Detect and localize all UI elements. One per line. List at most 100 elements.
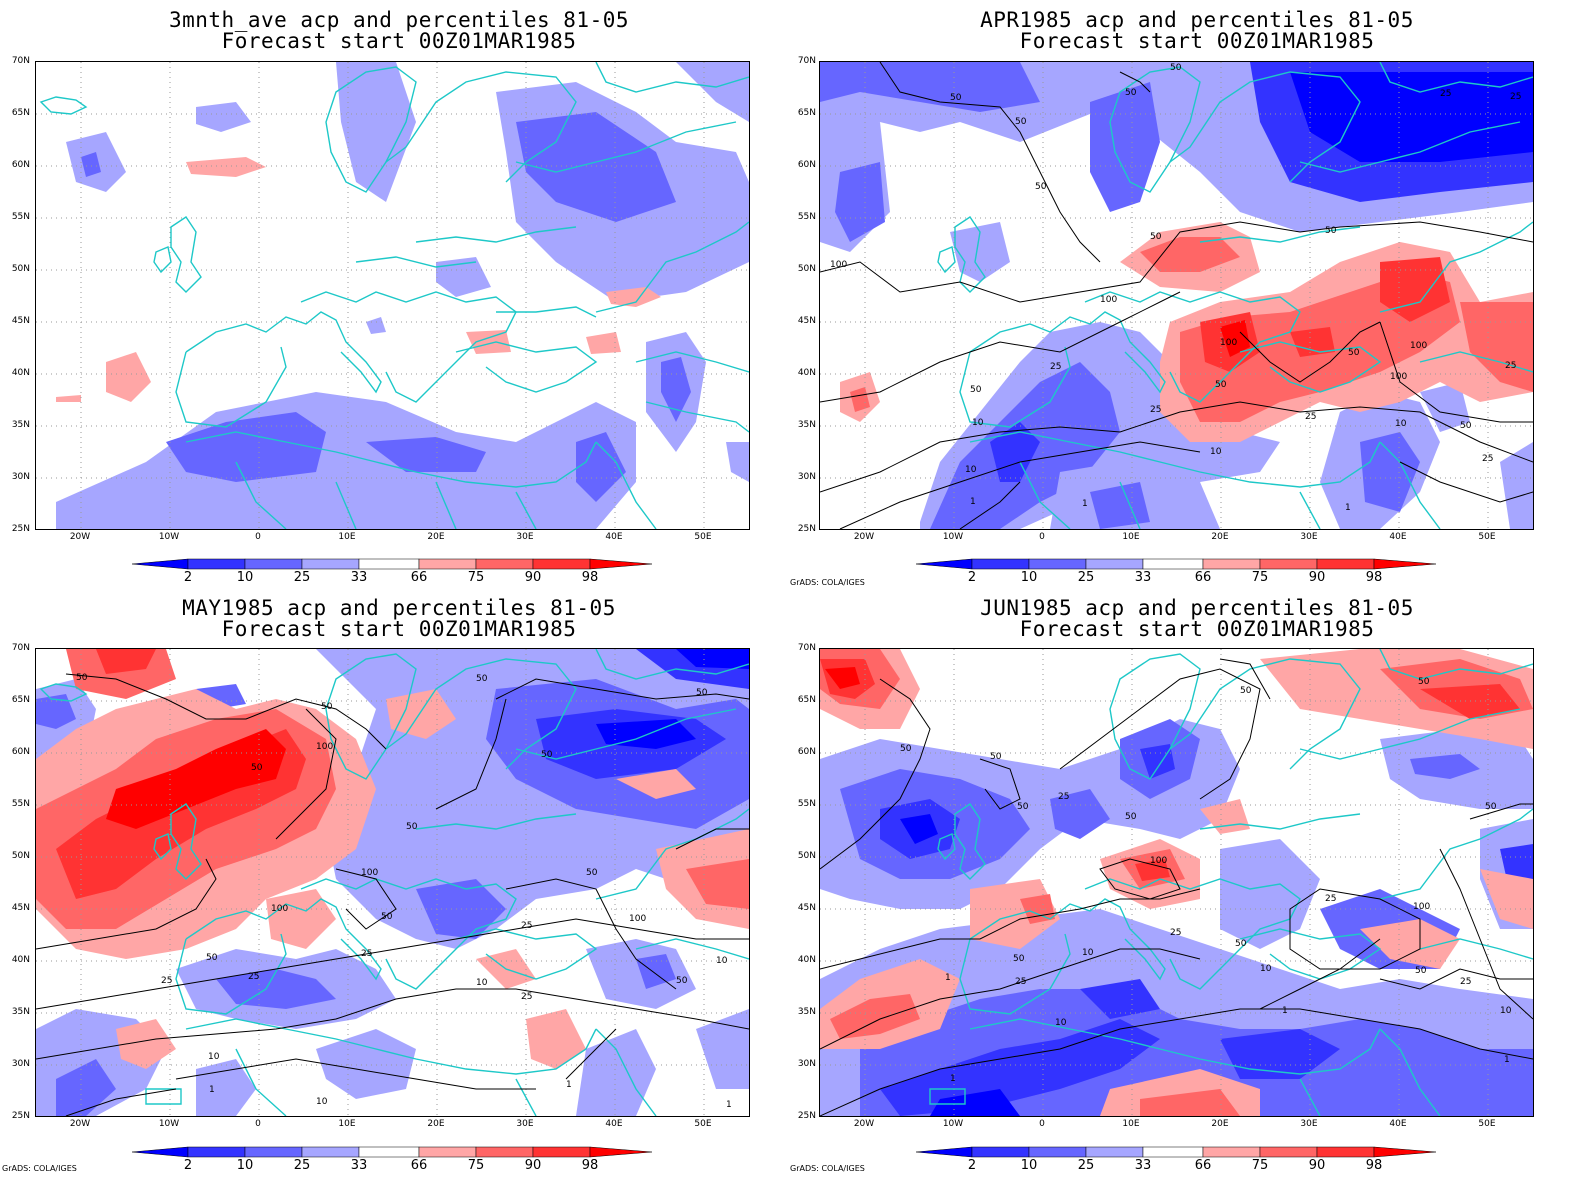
lat-label: 35N xyxy=(797,1007,816,1017)
contour-label: 50 xyxy=(476,674,488,684)
contour-label: 50 xyxy=(1460,421,1472,431)
lat-label: 25N xyxy=(797,524,816,534)
colorbar-label: 33 xyxy=(1134,1158,1152,1173)
contour-label: 100 xyxy=(1413,902,1430,912)
contour-label: 1 xyxy=(970,497,976,507)
lat-label: 30N xyxy=(797,472,816,482)
colorbar-label: 98 xyxy=(1365,1158,1383,1173)
colorbar-label: 25 xyxy=(1077,1158,1095,1173)
percentile-contours xyxy=(820,62,1533,529)
contour-label: 50 xyxy=(1015,117,1027,127)
lat-label: 60N xyxy=(797,747,816,757)
contour-labels: 50 50 100 50 50 50 50 100 50 100 50 25 1… xyxy=(76,673,732,1110)
contour-label: 10 xyxy=(965,465,977,475)
colorbar-label: 75 xyxy=(467,1158,485,1173)
lat-label: 55N xyxy=(11,212,30,222)
lat-label: 30N xyxy=(11,1059,30,1069)
contour-label: 50 xyxy=(990,752,1002,762)
contour-label: 50 xyxy=(1125,812,1137,822)
lon-label: 40E xyxy=(605,1119,623,1129)
lon-label: 20W xyxy=(69,532,91,542)
lat-label: 50N xyxy=(11,264,30,274)
contour-labels: 50 50 50 25 25 50 50 100 50 50 100 100 5… xyxy=(830,63,1521,513)
contour-label: 10 xyxy=(1500,1006,1512,1016)
contour-label: 1 xyxy=(945,973,951,983)
colorbar-label: 98 xyxy=(1365,570,1383,585)
lon-label: 20E xyxy=(427,532,445,542)
contour-label: 50 xyxy=(1125,88,1137,98)
contour-label: 10 xyxy=(716,956,728,966)
above-normal-fills xyxy=(36,649,749,1069)
contour-label: 1 xyxy=(209,1085,215,1095)
contour-label: 100 xyxy=(361,868,378,878)
lon-label: 10W xyxy=(942,532,964,542)
contour-label: 50 xyxy=(76,673,88,683)
contour-label: 50 xyxy=(251,763,263,773)
colorbar-label: 33 xyxy=(350,1158,368,1173)
lon-label: 40E xyxy=(1389,1119,1407,1129)
lon-label: 50E xyxy=(694,532,712,542)
contour-label: 25 xyxy=(1150,405,1161,415)
colorbar-label: 66 xyxy=(410,570,428,585)
contour-label: 1 xyxy=(726,1100,732,1110)
contour-label: 25 xyxy=(1505,361,1516,371)
contour-label: 1 xyxy=(1282,1006,1288,1016)
lat-label: 60N xyxy=(11,160,30,170)
contour-label: 25 xyxy=(161,976,172,986)
contour-label: 25 xyxy=(1050,362,1061,372)
colorbar-label: 25 xyxy=(1077,570,1095,585)
contour-label: 1 xyxy=(950,1074,956,1084)
contour-label: 100 xyxy=(271,904,288,914)
lon-label: 10W xyxy=(942,1119,964,1129)
coastlines xyxy=(929,649,1533,1116)
contour-labels: 50 50 50 50 25 50 50 100 25 25 10 10 1 5… xyxy=(900,677,1512,1084)
lat-label: 50N xyxy=(797,264,816,274)
contour-label: 1 xyxy=(1082,499,1088,509)
colorbar-label: 10 xyxy=(1020,1158,1038,1173)
lon-label: 0 xyxy=(255,1119,261,1129)
lon-label: 10W xyxy=(158,1119,180,1129)
colorbar-label: 2 xyxy=(183,570,193,585)
grads-credit: GrADS: COLA/IGES xyxy=(790,578,865,587)
lon-label: 30E xyxy=(1300,532,1318,542)
lat-label: 40N xyxy=(11,955,30,965)
lon-label: 20W xyxy=(69,1119,91,1129)
lat-label: 30N xyxy=(11,472,30,482)
lon-label: 10W xyxy=(158,532,180,542)
lon-label: 30E xyxy=(1300,1119,1318,1129)
colorbar-label: 2 xyxy=(183,1158,193,1173)
lat-label: 25N xyxy=(797,1111,816,1121)
contour-label: 50 xyxy=(1325,226,1337,236)
below-normal-fills xyxy=(820,62,1533,529)
contour-label: 50 xyxy=(1017,802,1029,812)
contour-label: 10 xyxy=(1082,948,1094,958)
map-may1985: 50 50 100 50 50 50 50 100 50 100 50 25 1… xyxy=(35,648,750,1117)
contour-label: 25 xyxy=(361,949,372,959)
contour-label: 10 xyxy=(972,418,984,428)
colorbar-label: 25 xyxy=(293,570,311,585)
contour-label: 25 xyxy=(1482,454,1493,464)
contour-label: 25 xyxy=(1460,977,1471,987)
contour-label: 100 xyxy=(316,742,333,752)
colorbar-label: 2 xyxy=(967,570,977,585)
contour-label: 100 xyxy=(1390,372,1407,382)
lat-label: 65N xyxy=(797,108,816,118)
grads-credit: GrADS: COLA/IGES xyxy=(790,1164,865,1173)
lat-label: 65N xyxy=(797,695,816,705)
contour-label: 100 xyxy=(629,914,646,924)
contour-label: 50 xyxy=(900,744,912,754)
colorbar: 2 10 25 33 66 75 90 98 xyxy=(915,1144,1437,1174)
colorbar-label: 90 xyxy=(524,1158,542,1173)
contour-label: 25 xyxy=(248,972,259,982)
contour-label: 25 xyxy=(1015,977,1026,987)
colorbar-label: 75 xyxy=(1251,570,1269,585)
colorbar-label: 90 xyxy=(524,570,542,585)
lat-label: 70N xyxy=(11,643,30,653)
lon-label: 0 xyxy=(1039,1119,1045,1129)
panel-may1985: MAY1985 acp and percentiles 81-05 Foreca… xyxy=(0,598,798,1196)
contour-label: 50 xyxy=(696,688,708,698)
lat-label: 40N xyxy=(797,368,816,378)
lat-label: 45N xyxy=(11,903,30,913)
lon-label: 20E xyxy=(1211,1119,1229,1129)
contour-label: 100 xyxy=(830,260,847,270)
